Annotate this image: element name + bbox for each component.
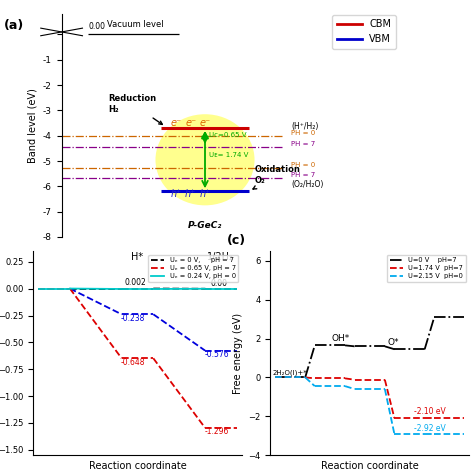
Text: PH = 7: PH = 7	[291, 172, 315, 178]
Text: -1.296: -1.296	[204, 427, 229, 436]
X-axis label: Reaction coordinate: Reaction coordinate	[321, 461, 419, 471]
Text: h⁺: h⁺	[200, 189, 210, 199]
Ellipse shape	[155, 114, 255, 205]
Text: Uᴄ=0.65 V: Uᴄ=0.65 V	[209, 132, 246, 138]
Legend: U=0 V    pH=7, U=1.74 V  pH=7, U=2.15 V  pH=0: U=0 V pH=7, U=1.74 V pH=7, U=2.15 V pH=0	[387, 255, 466, 282]
Text: h⁺: h⁺	[171, 189, 182, 199]
Text: Reduction
H₂: Reduction H₂	[109, 94, 162, 124]
Text: -2.10 eV: -2.10 eV	[413, 407, 445, 416]
Text: PH = 0: PH = 0	[291, 162, 315, 168]
Text: e⁻: e⁻	[185, 118, 196, 128]
Text: 1/2H₂: 1/2H₂	[208, 252, 234, 262]
Text: h⁺: h⁺	[185, 189, 196, 199]
Y-axis label: Free energy (eV): Free energy (eV)	[233, 312, 243, 394]
Text: 0.002: 0.002	[125, 278, 146, 287]
Text: 2H₂O(l)+*: 2H₂O(l)+*	[272, 369, 307, 376]
Text: -0.576: -0.576	[204, 350, 229, 359]
Text: -2.92 eV: -2.92 eV	[413, 424, 445, 433]
Text: (O₂/H₂O): (O₂/H₂O)	[291, 180, 323, 189]
X-axis label: Reaction coordinate: Reaction coordinate	[89, 461, 186, 471]
Text: 0.00: 0.00	[89, 22, 106, 31]
Text: (H⁺/H₂): (H⁺/H₂)	[291, 122, 319, 131]
Text: Oxidation
O₂: Oxidation O₂	[253, 165, 301, 189]
Y-axis label: Band level (eV): Band level (eV)	[27, 88, 37, 163]
Text: Uᴇ= 1.74 V: Uᴇ= 1.74 V	[209, 152, 248, 158]
Text: OH*: OH*	[332, 335, 350, 344]
Text: -0.238: -0.238	[121, 314, 146, 323]
Text: H*: H*	[131, 252, 144, 262]
Text: Vacuum level: Vacuum level	[107, 20, 164, 29]
Legend: CBM, VBM: CBM, VBM	[332, 15, 396, 49]
Text: 0.00: 0.00	[210, 279, 228, 288]
Text: (a): (a)	[4, 18, 25, 32]
Text: e⁻: e⁻	[200, 118, 210, 128]
Text: PH = 0: PH = 0	[291, 130, 315, 137]
Text: e⁻: e⁻	[171, 118, 182, 128]
Text: PH = 7: PH = 7	[291, 141, 315, 147]
Text: (c): (c)	[227, 234, 246, 247]
Text: O*: O*	[388, 338, 399, 347]
Text: -0.648: -0.648	[121, 358, 146, 367]
Legend: Uₑ = 0 V,     pH = 7, Uₑ = 0.65 V, pH = 7, Uₑ = 0.24 V, pH = 0: Uₑ = 0 V, pH = 7, Uₑ = 0.65 V, pH = 7, U…	[148, 255, 238, 282]
Text: P-GeC₂: P-GeC₂	[188, 221, 222, 230]
